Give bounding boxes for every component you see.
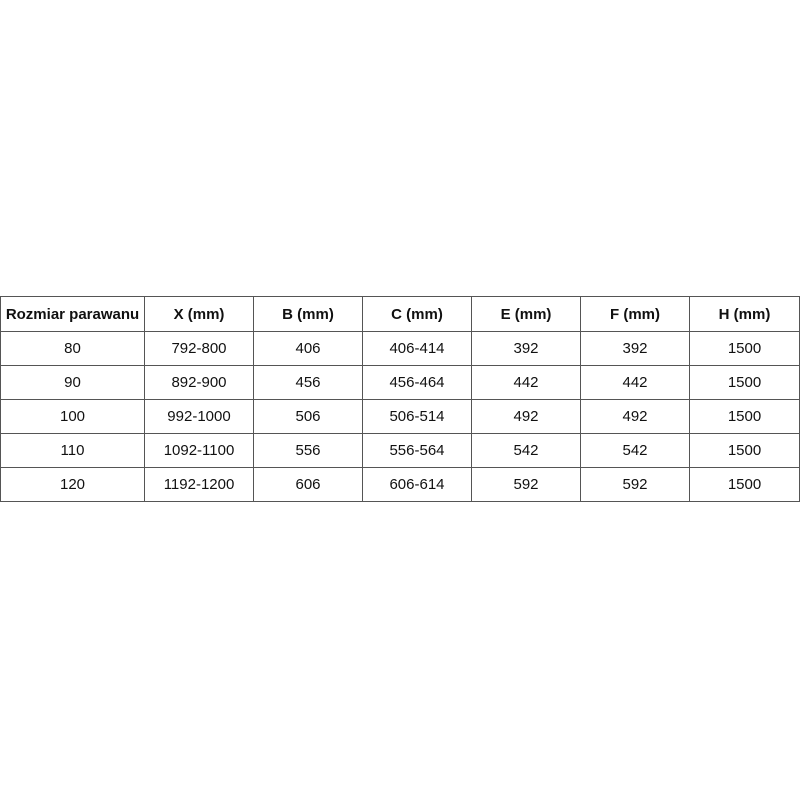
table-cell: 506-514 (362, 399, 472, 434)
table-cell: 1500 (689, 331, 800, 366)
table-cell: 1192-1200 (144, 467, 254, 502)
table-cell: 606-614 (362, 467, 472, 502)
table-cell: 542 (580, 433, 690, 468)
table-cell: 456-464 (362, 365, 472, 400)
table-cell: 492 (471, 399, 581, 434)
table-cell: 792-800 (144, 331, 254, 366)
table-row: 90 892-900 456 456-464 442 442 1500 (0, 365, 800, 400)
table-cell: 100 (0, 399, 145, 434)
table-cell: 506 (253, 399, 363, 434)
table-row: 120 1192-1200 606 606-614 592 592 1500 (0, 467, 800, 502)
table-cell: 392 (471, 331, 581, 366)
table-cell: 442 (471, 365, 581, 400)
table-cell: 992-1000 (144, 399, 254, 434)
column-header: Rozmiar parawanu (0, 296, 145, 332)
table-row: 80 792-800 406 406-414 392 392 1500 (0, 331, 800, 366)
column-header: H (mm) (689, 296, 800, 332)
table-cell: 406-414 (362, 331, 472, 366)
table-cell: 456 (253, 365, 363, 400)
table-cell: 1500 (689, 433, 800, 468)
table-cell: 556 (253, 433, 363, 468)
table-cell: 592 (471, 467, 581, 502)
table-cell: 1092-1100 (144, 433, 254, 468)
table-cell: 442 (580, 365, 690, 400)
column-header: C (mm) (362, 296, 472, 332)
table-cell: 606 (253, 467, 363, 502)
table-cell: 892-900 (144, 365, 254, 400)
column-header: F (mm) (580, 296, 690, 332)
table-cell: 592 (580, 467, 690, 502)
header-row: Rozmiar parawanu X (mm) B (mm) C (mm) E (mm)… (0, 296, 800, 332)
table-cell: 406 (253, 331, 363, 366)
table-cell: 1500 (689, 365, 800, 400)
table-cell: 1500 (689, 467, 800, 502)
table-cell: 90 (0, 365, 145, 400)
table-cell: 556-564 (362, 433, 472, 468)
table-cell: 1500 (689, 399, 800, 434)
table-cell: 120 (0, 467, 145, 502)
table-cell: 492 (580, 399, 690, 434)
table-row: 110 1092-1100 556 556-564 542 542 1500 (0, 433, 800, 468)
table-cell: 110 (0, 433, 145, 468)
column-header: B (mm) (253, 296, 363, 332)
table-cell: 542 (471, 433, 581, 468)
table-row: 100 992-1000 506 506-514 492 492 1500 (0, 399, 800, 434)
column-header: X (mm) (144, 296, 254, 332)
table-cell: 80 (0, 331, 145, 366)
dimensions-table: Rozmiar parawanu X (mm) B (mm) C (mm) E (mm)… (0, 296, 800, 502)
table-cell: 392 (580, 331, 690, 366)
column-header: E (mm) (471, 296, 581, 332)
